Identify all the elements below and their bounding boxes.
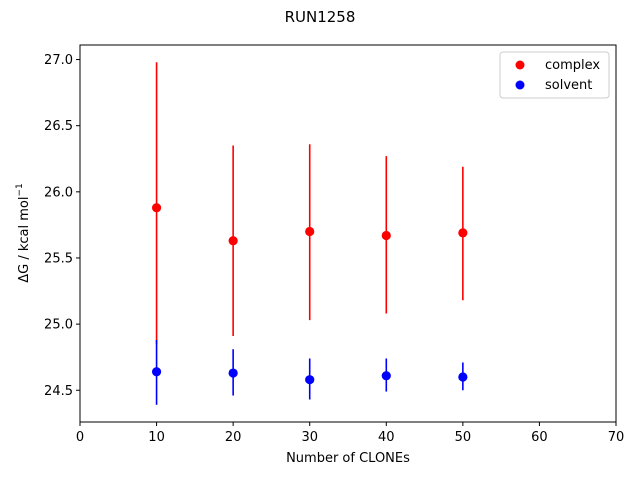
- plot-frame: [79, 44, 617, 423]
- data-point-solvent-50: [458, 372, 468, 382]
- legend-box: [499, 51, 610, 99]
- data-point-complex-20: [228, 236, 238, 246]
- data-point-complex-30: [305, 226, 315, 237]
- y-axis-label-superscript: −1: [15, 183, 25, 196]
- legend-label-complex: complex: [545, 58, 600, 73]
- x-tick-label: 10: [148, 430, 165, 445]
- legend-marker-solvent: [515, 80, 525, 90]
- y-axis-label-text: ΔG / kcal mol: [17, 197, 32, 283]
- x-axis: 0 10 20 30 40 50 60 70: [76, 422, 624, 445]
- legend-label-solvent: solvent: [545, 78, 592, 93]
- y-axis: 24.5 25.0 25.5 26.0 26.5 27.0: [44, 53, 80, 399]
- data-point-complex-50: [458, 228, 468, 238]
- x-tick-label: 40: [378, 430, 395, 445]
- y-tick-label: 26.0: [44, 185, 73, 200]
- x-axis-label: Number of CLONEs: [286, 451, 410, 466]
- y-tick-label: 27.0: [44, 53, 73, 68]
- chart-title: RUN1258: [285, 8, 356, 26]
- data-point-solvent-40: [381, 371, 391, 381]
- data-point-solvent-30: [305, 375, 315, 385]
- y-axis-label: ΔG / kcal mol−1: [15, 183, 32, 283]
- x-tick-label: 30: [301, 430, 318, 445]
- data-point-solvent-20: [228, 368, 238, 378]
- data-point-complex-40: [381, 230, 391, 241]
- data-point-solvent-10: [151, 367, 162, 377]
- y-tick-label: 25.0: [44, 318, 73, 333]
- legend: complex solvent: [499, 51, 610, 99]
- y-tick-label: 26.5: [44, 119, 73, 134]
- y-tick-label: 25.5: [44, 251, 73, 266]
- x-tick-label: 70: [608, 430, 625, 445]
- x-tick-label: 50: [455, 430, 472, 445]
- y-tick-label: 24.5: [44, 384, 73, 399]
- legend-marker-complex: [515, 60, 525, 70]
- x-tick-label: 0: [76, 430, 84, 445]
- data-point-complex-10: [151, 203, 162, 213]
- x-tick-label: 60: [531, 430, 548, 445]
- plot-area: [151, 62, 468, 405]
- x-tick-label: 20: [225, 430, 242, 445]
